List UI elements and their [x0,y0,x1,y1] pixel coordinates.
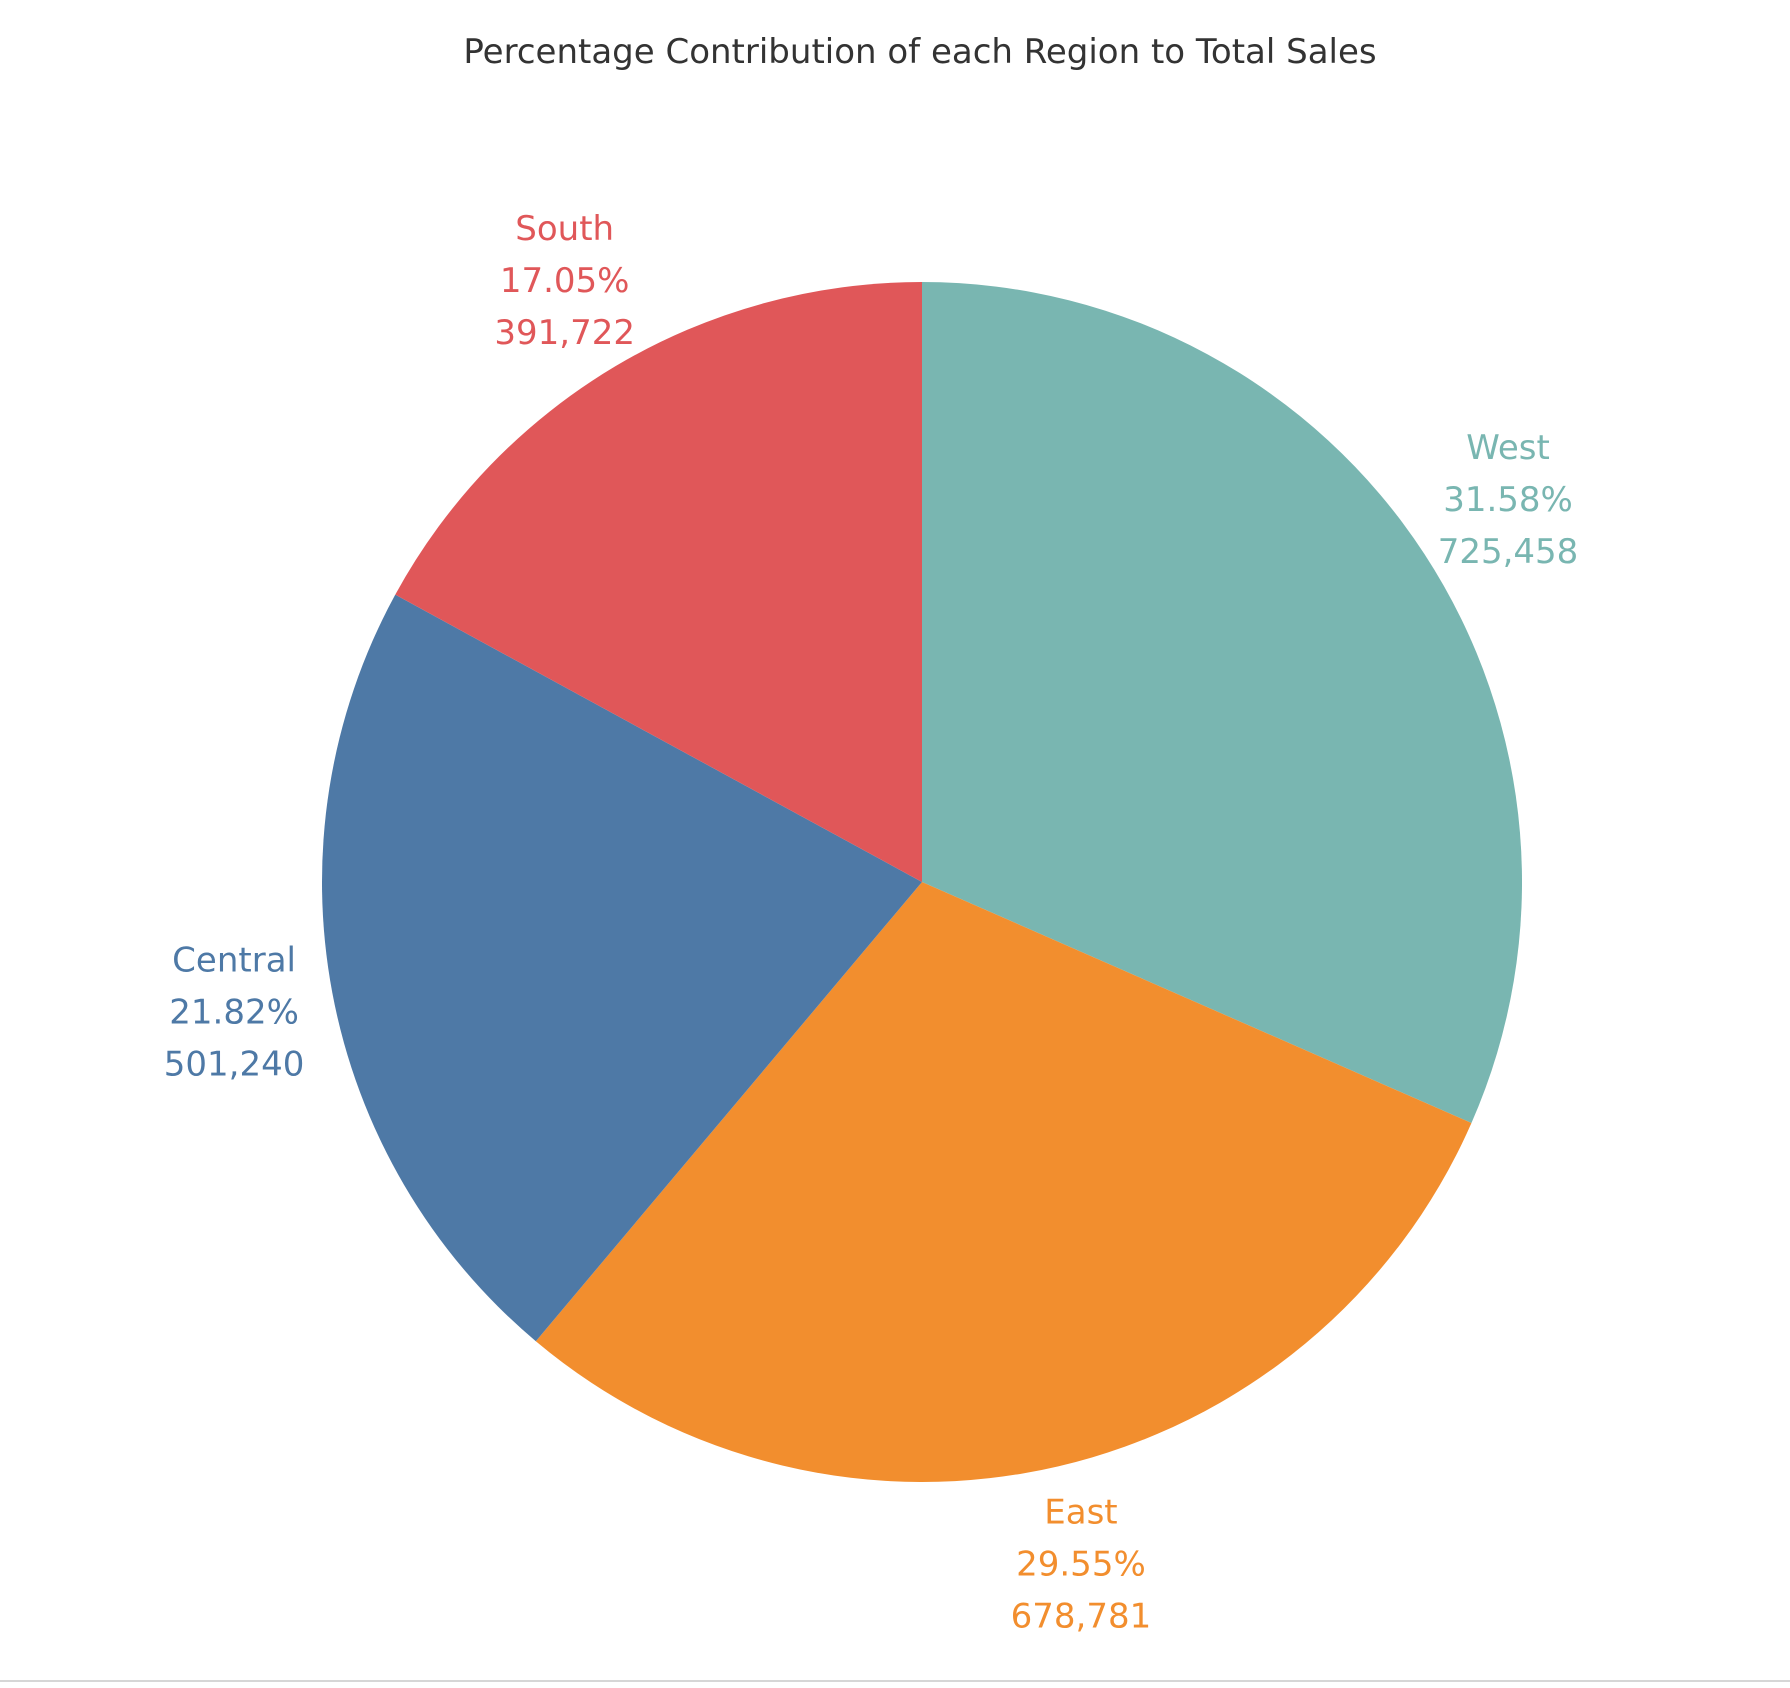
bottom-divider [0,1680,1790,1682]
slice-label-central-name: Central [172,941,296,981]
pie-slice-east[interactable] [535,882,1472,1483]
pie-slice-central[interactable] [321,594,923,1342]
slice-label-central-percent: 21.82% [169,993,299,1033]
slice-label-west-value: 725,458 [1438,532,1579,572]
pie-slice-west[interactable] [922,282,1523,1124]
slice-label-central-value: 501,240 [164,1045,305,1085]
pie-slices [321,282,1523,1483]
chart-title: Percentage Contribution of each Region t… [463,32,1376,72]
pie-labels: West 31.58% 725,458 East 29.55% 678,781 Centra… [164,209,1579,1637]
slice-label-south-percent: 17.05% [500,261,630,301]
slice-label-east-value: 678,781 [1011,1597,1152,1637]
slice-label-west-name: West [1466,428,1550,468]
slice-label-east-name: East [1044,1493,1117,1533]
slice-label-west-percent: 31.58% [1443,480,1573,520]
slice-label-south-name: South [515,209,614,249]
slice-label-east-percent: 29.55% [1016,1545,1146,1585]
pie-slice-south[interactable] [395,282,922,882]
slice-label-south-value: 391,722 [494,313,635,353]
